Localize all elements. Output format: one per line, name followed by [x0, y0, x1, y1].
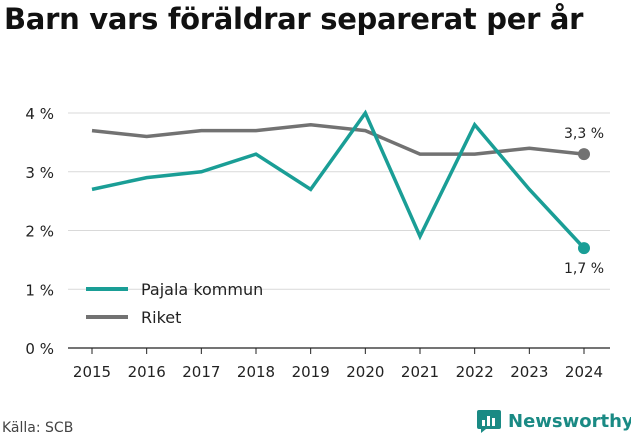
x-tick-label: 2024	[565, 363, 603, 381]
y-tick-label: 2 %	[25, 223, 54, 241]
legend-label: Pajala kommun	[141, 280, 263, 299]
x-tick-label: 2022	[456, 363, 494, 381]
x-tick-label: 2020	[346, 363, 384, 381]
x-tick-label: 2016	[128, 363, 166, 381]
y-tick-label: 4 %	[25, 105, 54, 123]
series-line-pajala	[91, 109, 586, 250]
x-tick-label: 2023	[510, 363, 548, 381]
brand-logo: Newsworthy	[476, 408, 631, 434]
series-lines	[91, 109, 586, 250]
x-axis: 2015 2016 2017 2018 2019 2020 2021 2022 2023 2024	[73, 348, 603, 381]
y-tick-label: 0 %	[25, 340, 54, 358]
y-tick-label: 1 %	[25, 281, 54, 299]
end-value-label: 3,3 %	[564, 126, 604, 142]
end-markers: 3,3 % 1,7 %	[564, 126, 604, 277]
x-tick-label: 2019	[292, 363, 330, 381]
chart-title: Barn vars föräldrar separerat per år	[4, 2, 584, 36]
brand-name: Newsworthy	[508, 410, 631, 432]
x-tick-label: 2015	[73, 363, 111, 381]
end-point-pajala	[578, 242, 590, 255]
newsworthy-logo-icon	[477, 410, 501, 433]
x-tick-label: 2017	[182, 363, 220, 381]
end-point-riket	[578, 148, 590, 161]
end-value-label: 1,7 %	[564, 261, 604, 277]
x-tick-label: 2021	[401, 363, 439, 381]
y-axis: 0 % 1 % 2 % 3 % 4 %	[25, 105, 54, 358]
source-note: Källa: SCB	[2, 420, 74, 436]
grid	[68, 112, 610, 349]
x-tick-label: 2018	[237, 363, 275, 381]
legend: Pajala kommun Riket	[86, 280, 263, 327]
legend-label: Riket	[141, 308, 181, 327]
y-tick-label: 3 %	[25, 164, 54, 182]
series-line-riket	[91, 122, 585, 156]
